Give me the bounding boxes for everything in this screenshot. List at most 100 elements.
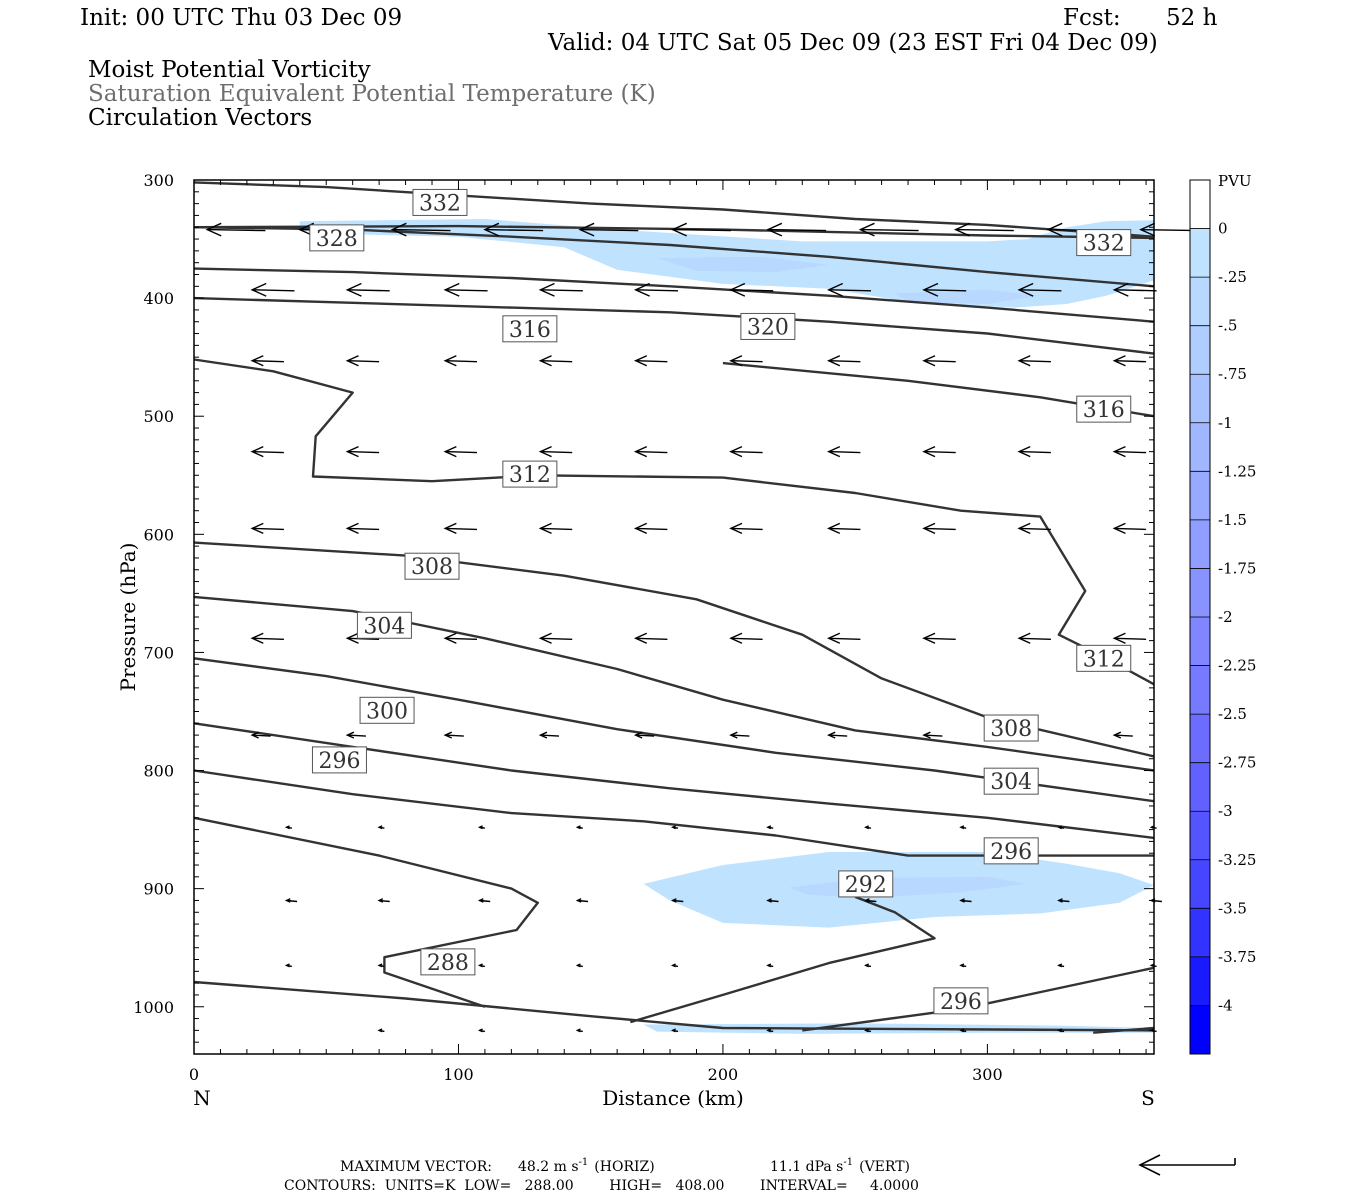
vector-arrow-0-8 (953, 222, 1014, 237)
svg-text:296: 296 (990, 840, 1032, 865)
colorbar-swatch-10 (1190, 665, 1210, 715)
vector-arrow-8-0 (284, 898, 298, 903)
contour-label-288-16: 288 (420, 948, 476, 976)
vector-arrow-4-3 (538, 522, 573, 535)
svg-text:316: 316 (1083, 398, 1125, 423)
contour-332-2 (193, 224, 1155, 240)
colorbar-swatch-0 (1190, 180, 1210, 230)
y-tick-600: 600 (143, 525, 174, 544)
colorbar-label-12: -3 (1218, 802, 1233, 820)
svg-text:332: 332 (1083, 232, 1125, 257)
vector-arrow-10-4 (766, 1028, 774, 1033)
svg-text:296: 296 (318, 749, 360, 774)
vector-arrow-1-0 (250, 282, 295, 297)
vector-arrow-7-6 (864, 825, 872, 830)
vector-arrow-4-8 (1017, 522, 1051, 535)
vector-arrow-2-9 (1112, 355, 1147, 367)
colorbar-swatch-7 (1190, 519, 1210, 569)
svg-text:304: 304 (363, 614, 405, 639)
vector-arrow-5-9 (1112, 632, 1147, 644)
colorbar-swatch-14 (1190, 859, 1210, 909)
contour-label-320-4: 320 (740, 312, 796, 340)
vector-arrow-7-7 (959, 825, 967, 830)
contour-label-300-10: 300 (359, 696, 415, 724)
vector-arrow-2-6 (827, 355, 861, 367)
colorbar-swatch-8 (1190, 568, 1210, 618)
vector-arrow-5-3 (538, 632, 573, 644)
y-tick-1000: 1000 (133, 998, 174, 1017)
svg-text:308: 308 (990, 717, 1032, 742)
vector-arrow-10-6 (959, 1028, 967, 1033)
contour-label-312-9: 312 (1076, 644, 1132, 672)
vector-arrow-3-6 (827, 446, 861, 458)
colorbar-swatch-15 (1190, 908, 1210, 958)
north-end-label: N (193, 1086, 211, 1110)
colorbar: 0 -.25 -.5 -.75 -1 -1.25 -1.5 -1.75 -2 -2.25 -2.5 -… (1189, 179, 1256, 1055)
vector-arrow-5-7 (922, 632, 956, 644)
contour-296-16 (1093, 1026, 1155, 1034)
colorbar-label-6: -1.5 (1218, 511, 1247, 529)
colorbar-label-0: 0 (1218, 220, 1228, 238)
colorbar-label-5: -1.25 (1218, 462, 1256, 480)
vector-arrow-2-5 (729, 355, 763, 367)
vector-arrow-4-5 (729, 522, 763, 535)
vector-arrow-8-8 (1057, 898, 1070, 903)
x-tick-200: 200 (708, 1065, 739, 1084)
field-title-vectors: Circulation Vectors (88, 105, 312, 131)
colorbar-swatch-17 (1190, 1005, 1210, 1055)
colorbar-swatch-6 (1190, 471, 1210, 521)
vector-arrow-10-1 (477, 1028, 486, 1033)
contour-label-328-1: 328 (309, 224, 365, 252)
vector-arrow-3-0 (250, 446, 284, 458)
vector-arrow-7-5 (766, 825, 774, 830)
vector-arrow-5-4 (633, 632, 668, 644)
contour-316-5 (193, 358, 1155, 686)
vector-arrow-4-2 (443, 522, 478, 535)
colorbar-label-1: -.25 (1218, 268, 1247, 286)
vector-arrow-1-6 (827, 282, 872, 297)
max-vector-vert: 11.1 dPa s-1 (VERT) (770, 1157, 910, 1175)
vector-arrow-5-0 (250, 632, 284, 644)
vector-arrow-3-8 (1017, 446, 1051, 458)
svg-text:304: 304 (990, 770, 1032, 795)
vector-arrow-4-4 (633, 522, 668, 535)
reference-vector-arrow (1138, 1154, 1236, 1176)
vector-arrow-3-2 (443, 446, 478, 458)
contour-label-296-14: 296 (983, 837, 1039, 865)
vector-arrow-1-5 (729, 282, 774, 297)
y-axis-title: Pressure (hPa) (116, 543, 140, 692)
contour-info: CONTOURS: UNITS=K LOW= 288.00 HIGH= 408.… (284, 1178, 919, 1194)
init-time: Init: 00 UTC Thu 03 Dec 09 (80, 5, 402, 31)
vector-arrow-6-5 (729, 731, 750, 739)
vector-arrow-9-4 (670, 963, 679, 968)
vector-arrow-2-4 (633, 355, 668, 367)
vector-arrow-5-6 (827, 632, 861, 644)
svg-text:332: 332 (419, 191, 461, 216)
vector-arrow-7-2 (477, 825, 486, 830)
x-tick-0: 0 (189, 1065, 199, 1084)
vector-arrow-8-6 (864, 898, 877, 903)
colorbar-label-9: -2.25 (1218, 657, 1256, 675)
forecast-label: Fcst: (1063, 5, 1121, 31)
contour-332-0 (193, 181, 1155, 238)
max-vector-horiz: 48.2 m s-1 (HORIZ) (518, 1157, 655, 1175)
south-end-label: S (1141, 1086, 1155, 1110)
vector-arrow-6-3 (538, 731, 560, 739)
vector-arrow-10-0 (377, 1028, 385, 1033)
vector-arrow-6-1 (345, 731, 366, 739)
vector-arrow-5-2 (443, 632, 478, 644)
contour-label-316-5: 316 (1076, 395, 1132, 423)
vector-arrow-3-5 (729, 446, 763, 458)
contour-label-296-17: 296 (933, 987, 989, 1015)
max-vector-label: MAXIMUM VECTOR: (340, 1159, 492, 1175)
vector-arrow-0-4 (578, 222, 639, 237)
svg-text:300: 300 (366, 699, 408, 724)
vector-arrow-2-1 (345, 355, 380, 367)
vector-arrow-9-5 (766, 963, 774, 968)
colorbar-swatch-16 (1190, 956, 1210, 1006)
contour-label-292-15: 292 (838, 870, 894, 898)
field-title-theta-es: Saturation Equivalent Potential Temperat… (88, 81, 656, 107)
colorbar-label-11: -2.75 (1218, 754, 1256, 772)
x-tick-300: 300 (972, 1065, 1003, 1084)
